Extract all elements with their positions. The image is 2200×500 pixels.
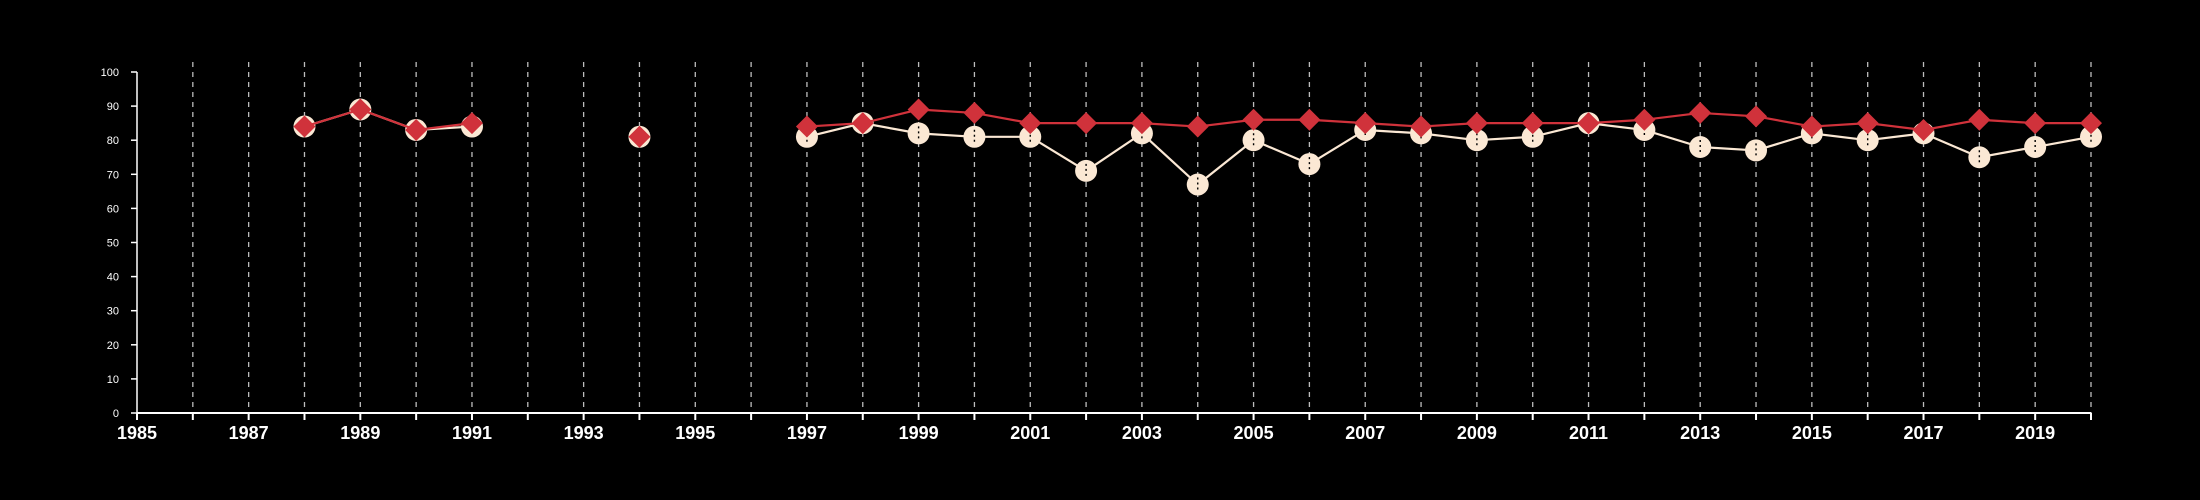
- x-tick-label: 1995: [675, 423, 715, 443]
- y-tick-label: 30: [107, 306, 119, 318]
- x-tick-label: 2001: [1010, 423, 1050, 443]
- y-tick-label: 0: [113, 408, 119, 420]
- data-point-diamond: [1800, 115, 1823, 138]
- series-layer: [293, 98, 2102, 196]
- y-tick-label: 90: [107, 101, 119, 113]
- data-point-diamond: [963, 101, 986, 124]
- x-tick-label: 2003: [1122, 423, 1162, 443]
- data-point-diamond: [1689, 101, 1712, 124]
- y-tick-label: 80: [107, 135, 119, 147]
- data-point-diamond: [460, 112, 483, 135]
- data-point-diamond: [1075, 112, 1098, 135]
- x-tick-label: 1987: [229, 423, 269, 443]
- x-tick-label: 1989: [340, 423, 380, 443]
- data-point-diamond: [349, 98, 372, 121]
- data-point-diamond: [1521, 112, 1544, 135]
- data-point-diamond: [907, 98, 930, 121]
- y-tick-label: 20: [107, 340, 119, 352]
- y-tick-label: 100: [101, 67, 119, 79]
- series-1: [293, 98, 2102, 148]
- x-tick-label: 2019: [2015, 423, 2055, 443]
- x-tick-label: 2005: [1234, 423, 1274, 443]
- data-point-diamond: [1298, 108, 1321, 131]
- x-tick-label: 2017: [1903, 423, 1943, 443]
- x-tick-label: 2013: [1680, 423, 1720, 443]
- data-point-diamond: [1633, 108, 1656, 131]
- data-point-diamond: [1019, 112, 1042, 135]
- x-tick-label: 1985: [117, 423, 157, 443]
- data-point-diamond: [1968, 108, 1991, 131]
- y-tick-label: 10: [107, 374, 119, 386]
- y-tick-label: 70: [107, 169, 119, 181]
- x-tick-label: 1997: [787, 423, 827, 443]
- data-point-diamond: [2080, 112, 2102, 135]
- axes: 1985 1987 1989 1991 1993 1995 1997 1999 2001 2003…: [101, 67, 2092, 443]
- x-tick-label: 1999: [899, 423, 939, 443]
- data-point-diamond: [1465, 112, 1488, 135]
- x-tick-label: 1991: [452, 423, 492, 443]
- data-point-diamond: [1912, 118, 1935, 141]
- data-point-diamond: [1186, 115, 1209, 138]
- data-point-diamond: [1130, 112, 1153, 135]
- x-tick-label: 1993: [564, 423, 604, 443]
- data-point-diamond: [293, 115, 316, 138]
- data-point-diamond: [1354, 112, 1377, 135]
- data-point-diamond: [851, 112, 874, 135]
- data-point-diamond: [628, 125, 651, 148]
- data-point-diamond: [1577, 112, 1600, 135]
- grid: [192, 62, 2092, 413]
- data-point-diamond: [1856, 112, 1879, 135]
- data-point-circle: [907, 122, 930, 145]
- data-point-diamond: [1410, 115, 1433, 138]
- x-tick-label: 2007: [1345, 423, 1385, 443]
- x-tick-label: 2011: [1569, 423, 1608, 443]
- y-tick-label: 40: [107, 272, 119, 284]
- data-point-diamond: [405, 118, 428, 141]
- data-point-diamond: [1242, 108, 1265, 131]
- x-tick-label: 2009: [1457, 423, 1497, 443]
- data-point-diamond: [1745, 105, 1768, 128]
- y-tick-label: 60: [107, 203, 119, 215]
- series-line: [304, 108, 473, 132]
- x-tick-label: 2015: [1792, 423, 1832, 443]
- y-tick-label: 50: [107, 238, 119, 250]
- data-point-diamond: [795, 115, 818, 138]
- data-point-diamond: [2024, 112, 2047, 135]
